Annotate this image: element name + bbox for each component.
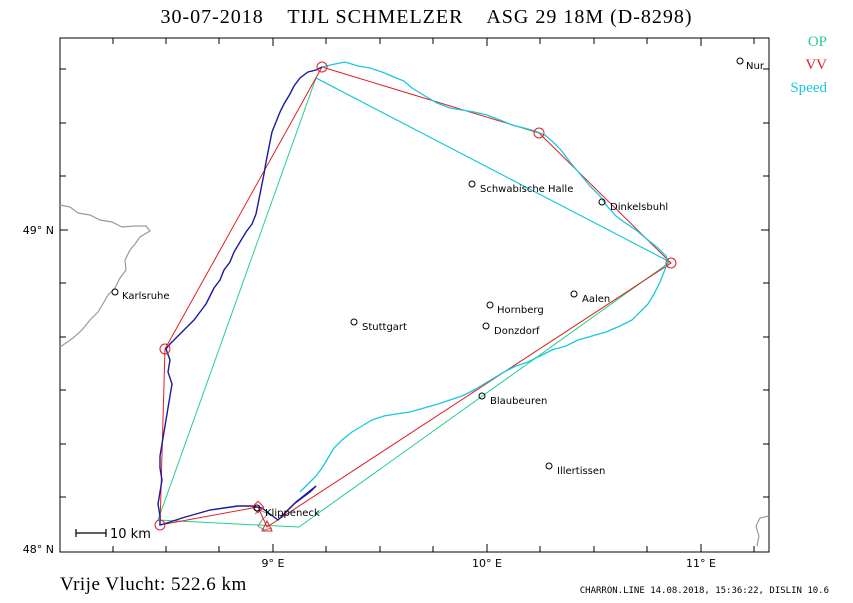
turnpoint-4: [159, 343, 171, 355]
lat-label-49: 49° N: [23, 224, 54, 237]
lat-axis: 49° N 48° N: [23, 68, 769, 556]
lon-label-11: 11° E: [686, 557, 716, 570]
scale-label: 10 km: [110, 527, 151, 542]
pilot-name: TIJL SCHMELZER: [287, 6, 464, 28]
flight-track: [157, 66, 323, 526]
place-dinkelsbuhl: Dinkelsbuhl: [610, 202, 668, 213]
legend-vv: VV: [805, 57, 827, 73]
place-hornberg: Hornberg: [497, 305, 544, 316]
credit-line: CHARRON.LINE 14.08.2018, 15:36:22, DISLI…: [579, 586, 829, 596]
flight-track-east-segment: [281, 485, 317, 517]
lon-label-10: 10° E: [472, 557, 502, 570]
place-schwabische-halle: Schwabische Halle: [480, 184, 573, 195]
turnpoint-2: [533, 127, 545, 139]
speed-route: [315, 77, 671, 263]
map-title: 30-07-2018 TIJL SCHMELZER ASG 29 18M (D-…: [0, 6, 853, 29]
free-flight-distance: Vrije Vlucht: 522.6 km: [60, 574, 247, 595]
place-illertissen: Illertissen: [557, 466, 605, 477]
place-karlsruhe: Karlsruhe: [122, 291, 170, 302]
finish-marker: [261, 519, 273, 532]
speed-track: [299, 61, 669, 493]
legend-op: OP: [807, 34, 827, 50]
place-donzdorf: Donzdorf: [494, 326, 540, 337]
start-marker: [251, 500, 265, 514]
place-blaubeuren: Blaubeuren: [490, 396, 547, 407]
map-frame: [59, 37, 770, 553]
place-stuttgart: Stuttgart: [362, 322, 407, 333]
border-west: [59, 204, 151, 348]
turnpoint-5: [154, 519, 166, 531]
glider-name: ASG 29 18M (D-8298): [486, 6, 693, 28]
place-klippeneck: Klippeneck: [265, 508, 320, 519]
lon-axis: 9° E 10° E 11° E: [112, 38, 755, 570]
op-route: [157, 77, 317, 528]
legend-speed: Speed: [790, 80, 827, 96]
place-markers: Nur Schwabische Halle Dinkelsbuhl Karlsr…: [111, 57, 765, 519]
lon-label-9: 9° E: [262, 557, 285, 570]
flight-date: 30-07-2018: [160, 6, 264, 28]
turnpoint-1: [316, 61, 328, 73]
turnpoint-3: [665, 257, 677, 269]
place-aalen: Aalen: [582, 294, 610, 305]
place-nur: Nur: [746, 61, 765, 72]
op-route-2: [298, 77, 671, 528]
lat-label-48: 48° N: [23, 543, 54, 556]
scale-bar: 10 km: [75, 527, 151, 542]
border-east: [755, 515, 770, 547]
